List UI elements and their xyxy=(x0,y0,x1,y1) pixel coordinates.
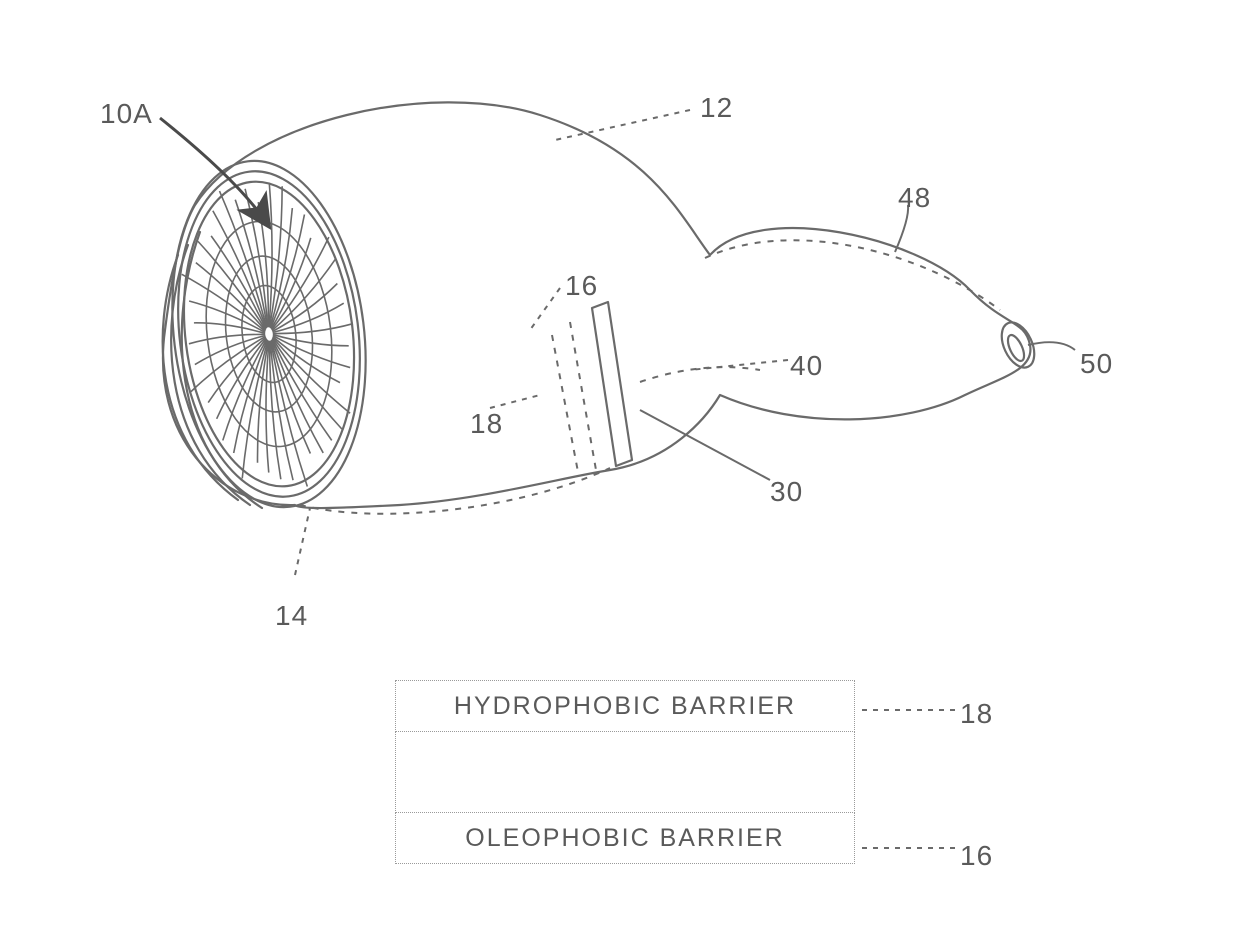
label-10A: 10A xyxy=(100,98,153,130)
earpod-body-group xyxy=(163,102,1041,513)
label-12: 12 xyxy=(700,92,733,124)
table-row: HYDROPHOBIC BARRIER xyxy=(396,681,855,732)
speaker-mesh-group xyxy=(154,150,385,519)
barrier-layer-table-wrap: HYDROPHOBIC BARRIER OLEOPHOBIC BARRIER xyxy=(395,680,855,864)
label-30: 30 xyxy=(770,476,803,508)
label-40: 40 xyxy=(790,350,823,382)
table-row xyxy=(396,732,855,813)
label-50: 50 xyxy=(1080,348,1113,380)
table-row: OLEOPHOBIC BARRIER xyxy=(396,813,855,864)
hydrophobic-barrier-cell: HYDROPHOBIC BARRIER xyxy=(396,681,855,732)
oleophobic-barrier-cell: OLEOPHOBIC BARRIER xyxy=(396,813,855,864)
label-18: 18 xyxy=(470,408,503,440)
label-16-table: 16 xyxy=(960,840,993,872)
label-48: 48 xyxy=(898,182,931,214)
barrier-layer-table: HYDROPHOBIC BARRIER OLEOPHOBIC BARRIER xyxy=(395,680,855,864)
label-18-table: 18 xyxy=(960,698,993,730)
label-16: 16 xyxy=(565,270,598,302)
label-14: 14 xyxy=(275,600,308,632)
middle-empty-cell xyxy=(396,732,855,813)
